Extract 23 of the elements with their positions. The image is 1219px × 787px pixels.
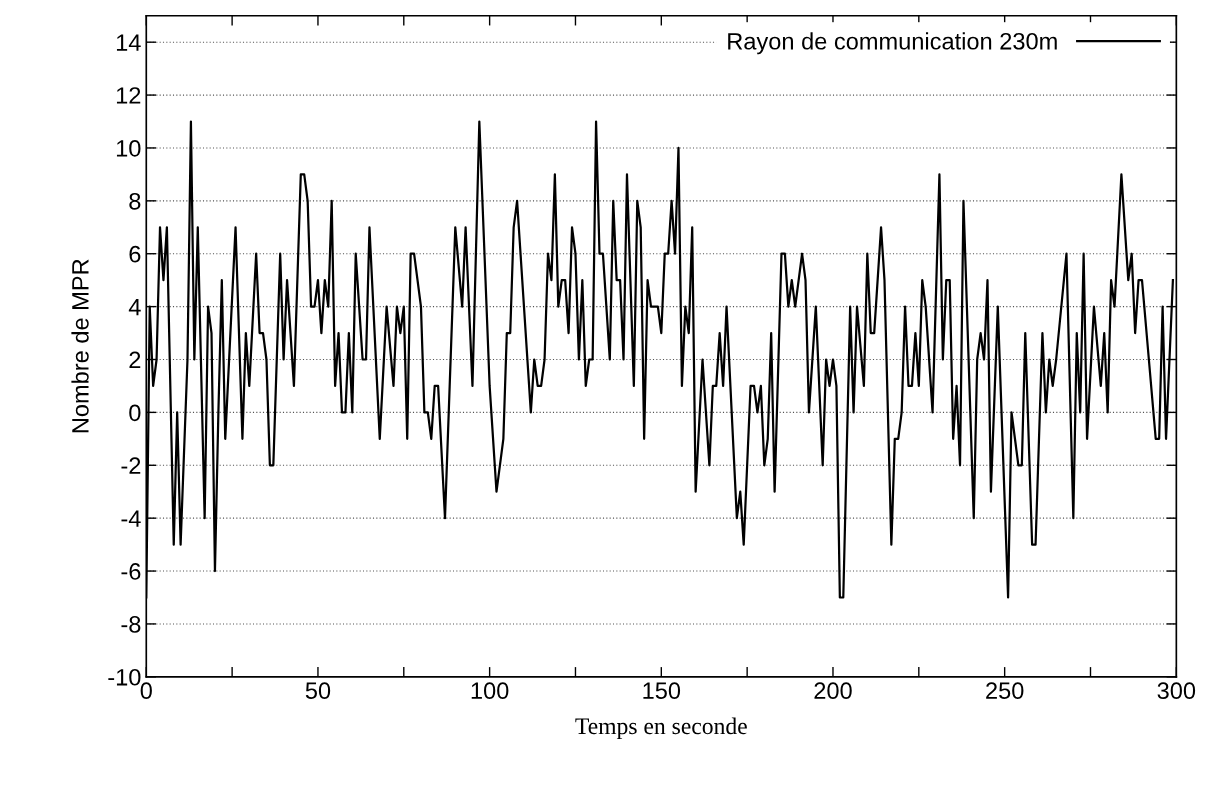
x-tick-label: 300 <box>1157 682 1196 700</box>
y-tick-label: 4 <box>128 298 141 316</box>
y-tick-label: 10 <box>116 140 141 157</box>
x-tick-label: 100 <box>471 682 509 700</box>
y-tick-label: -6 <box>121 563 141 580</box>
x-tick-label: 250 <box>986 682 1024 700</box>
y-tick-label: 6 <box>129 245 141 263</box>
y-tick-label: 8 <box>129 192 141 210</box>
y-tick-label: 2 <box>129 351 141 369</box>
x-tick-label: 0 <box>140 682 152 700</box>
y-tick-label: 12 <box>116 87 141 104</box>
y-tick-label: -4 <box>121 510 141 527</box>
x-tick-label: 50 <box>305 682 331 700</box>
y-axis-title: Nombre de MPR <box>71 259 89 433</box>
y-tick-label: 0 <box>129 404 141 422</box>
x-tick-label: 200 <box>814 682 852 700</box>
x-tick-label: 150 <box>643 682 681 700</box>
y-tick-label: -2 <box>121 457 141 474</box>
y-tick-label: 14 <box>116 34 141 51</box>
y-tick-label: -8 <box>121 616 141 633</box>
y-tick-label: -10 <box>108 668 141 686</box>
legend-label: Rayon de communication 230m <box>728 32 1057 55</box>
x-axis-title: Temps en seconde <box>575 717 747 739</box>
